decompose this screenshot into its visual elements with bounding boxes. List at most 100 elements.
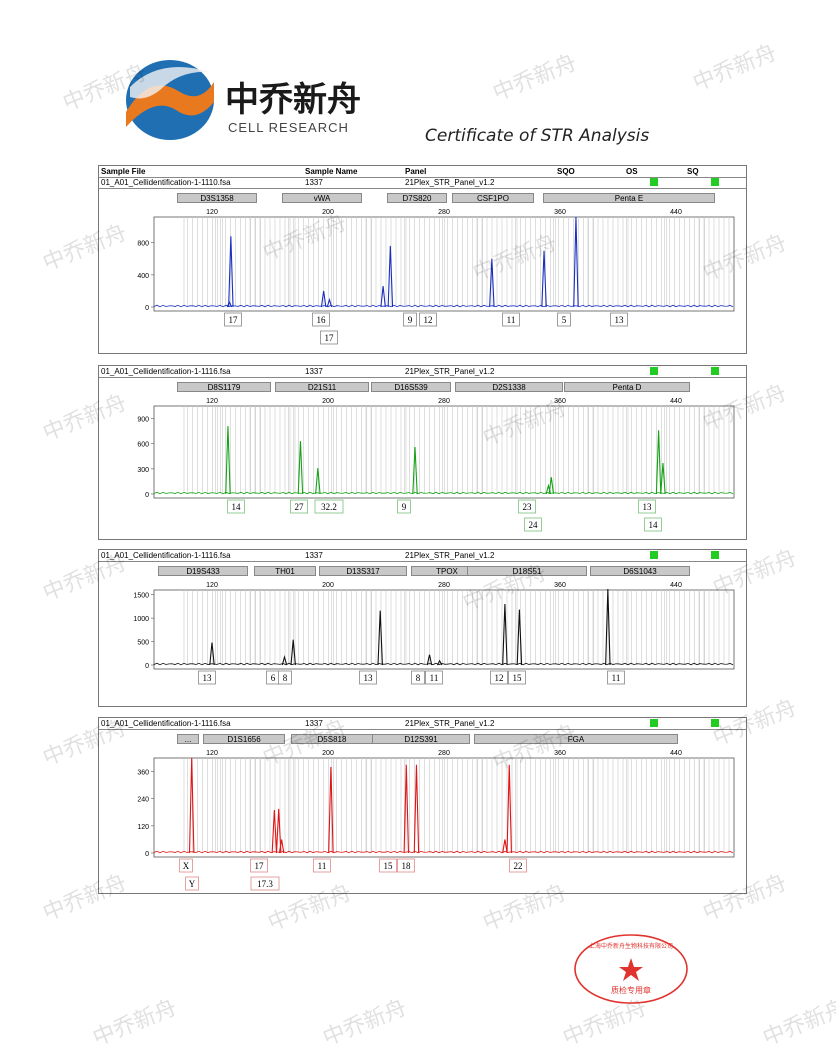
x-tick-label: 440 [670, 582, 682, 589]
y-tick-label: 1500 [133, 593, 149, 600]
str-panel: 01_A01_Cellidentification-1-1116.fsa 1337… [98, 549, 747, 707]
marker-label: D19S433 [158, 566, 248, 576]
trace-peak [271, 809, 278, 854]
y-tick-label: 1000 [133, 616, 149, 623]
marker-label: D8S1179 [177, 382, 271, 392]
svg-text:8: 8 [283, 673, 288, 683]
svg-text:13: 13 [615, 315, 625, 325]
trace-peak [326, 297, 333, 308]
x-tick-label: 440 [670, 209, 682, 216]
trace-baseline [153, 662, 734, 666]
trace-peak [297, 441, 304, 495]
svg-text:X: X [183, 861, 190, 871]
trace-peak [436, 659, 443, 666]
allele-call-label: 13 [638, 499, 656, 514]
trace-peak [320, 290, 327, 308]
marker-label: CSF1PO [452, 193, 534, 203]
trace-peak [541, 250, 547, 308]
allele-call-label: 9 [397, 499, 411, 514]
svg-text:18: 18 [402, 861, 412, 871]
y-tick-label: 120 [137, 824, 149, 831]
electropherogram-chart: 120 200 280 360 440 900 600 300 0 14 27 32.2 9 23 24 13… [137, 398, 735, 532]
trace-peak [387, 245, 394, 308]
marker-label: D7S820 [387, 193, 447, 203]
table-header-row: Sample File Sample Name Panel SQO OS SQ [99, 166, 746, 178]
y-tick-label: 240 [137, 797, 149, 804]
column-header: SQO [557, 167, 575, 176]
trace-peak [188, 757, 195, 854]
sample-info-row: 01_A01_Cellidentification-1-1116.fsa 1337… [99, 718, 746, 730]
column-header: Sample File [101, 167, 146, 176]
svg-text:11: 11 [430, 673, 439, 683]
svg-text:16: 16 [317, 315, 327, 325]
trace-peak [377, 610, 383, 666]
seal-label: 质检专用章 [611, 986, 651, 995]
x-tick-label: 120 [206, 398, 218, 405]
panel-name: 21Plex_STR_Panel_v1.2 [405, 551, 495, 560]
company-logo: 中乔新舟 CELL RESEARCH [120, 52, 380, 144]
svg-text:11: 11 [612, 673, 621, 683]
allele-call-label: 13 [359, 670, 377, 685]
logo-emblem-icon [126, 60, 214, 140]
trace-peak [506, 764, 512, 854]
marker-label: D1S1656 [203, 734, 285, 744]
marker-label: ... [177, 734, 199, 744]
column-header: Panel [405, 167, 427, 176]
svg-text:13: 13 [643, 502, 653, 512]
x-tick-label: 280 [438, 750, 450, 757]
trace-peak [281, 654, 288, 666]
trace-peak [228, 236, 234, 308]
x-tick-label: 280 [438, 398, 450, 405]
svg-text:11: 11 [318, 861, 327, 871]
svg-text:9: 9 [402, 502, 407, 512]
str-panel: 01_A01_Cellidentification-1-1116.fsa 1337… [98, 365, 747, 540]
sample-name: 1337 [305, 367, 323, 376]
svg-text:24: 24 [529, 520, 539, 530]
allele-call-label: 9 [403, 312, 417, 327]
column-header: SQ [687, 167, 699, 176]
allele-call-label: 18 [397, 858, 415, 873]
svg-text:13: 13 [364, 673, 374, 683]
allele-call-label: 5 [557, 312, 571, 327]
seal-arc-text: 上海中乔新舟生物科技有限公司 [588, 943, 673, 950]
trace-peak [278, 839, 285, 854]
svg-text:6: 6 [271, 673, 276, 683]
sample-file: 01_A01_Cellidentification-1-1116.fsa [101, 719, 231, 728]
sample-file: 01_A01_Cellidentification-1-1110.fsa [101, 178, 231, 187]
x-tick-label: 360 [554, 398, 566, 405]
x-tick-label: 360 [554, 209, 566, 216]
marker-label: TH01 [254, 566, 316, 576]
str-panel: 01_A01_Cellidentification-1-1116.fsa 1337… [98, 717, 747, 894]
x-tick-label: 200 [322, 398, 334, 405]
electropherogram-chart: 120 200 280 360 440 800 400 0 17 16 17 9 12 11 5 13 [137, 209, 735, 345]
trace-peak [548, 477, 555, 495]
svg-text:8: 8 [416, 673, 421, 683]
sample-name: 1337 [305, 551, 323, 560]
svg-text:17: 17 [229, 315, 239, 325]
allele-call-label: 12 [419, 312, 437, 327]
x-tick-label: 280 [438, 582, 450, 589]
marker-label: D6S1043 [590, 566, 690, 576]
sample-file: 01_A01_Cellidentification-1-1116.fsa [101, 367, 231, 376]
svg-text:13: 13 [203, 673, 213, 683]
svg-text:17.3: 17.3 [257, 879, 273, 889]
x-tick-label: 200 [322, 750, 334, 757]
column-header: OS [626, 167, 638, 176]
y-tick-label: 0 [145, 663, 149, 670]
os-status-indicator [650, 551, 658, 559]
allele-call-label: 11 [502, 312, 520, 327]
allele-call-label: 17.3 [250, 876, 280, 891]
svg-text:27: 27 [295, 502, 305, 512]
trace-peak [605, 589, 611, 666]
svg-text:15: 15 [513, 673, 523, 683]
allele-call-label: Y [185, 876, 199, 891]
logo-chinese-name: 中乔新舟 [225, 80, 361, 120]
trace-baseline [153, 491, 734, 495]
marker-label: D12S391 [372, 734, 470, 744]
column-header: Sample Name [305, 167, 358, 176]
allele-call-label: 24 [524, 517, 542, 532]
x-tick-label: 200 [322, 209, 334, 216]
allele-call-label: 14 [644, 517, 662, 532]
quality-seal-stamp: 上海中乔新舟生物科技有限公司 质检专用章 [572, 932, 690, 1006]
x-tick-label: 200 [322, 582, 334, 589]
